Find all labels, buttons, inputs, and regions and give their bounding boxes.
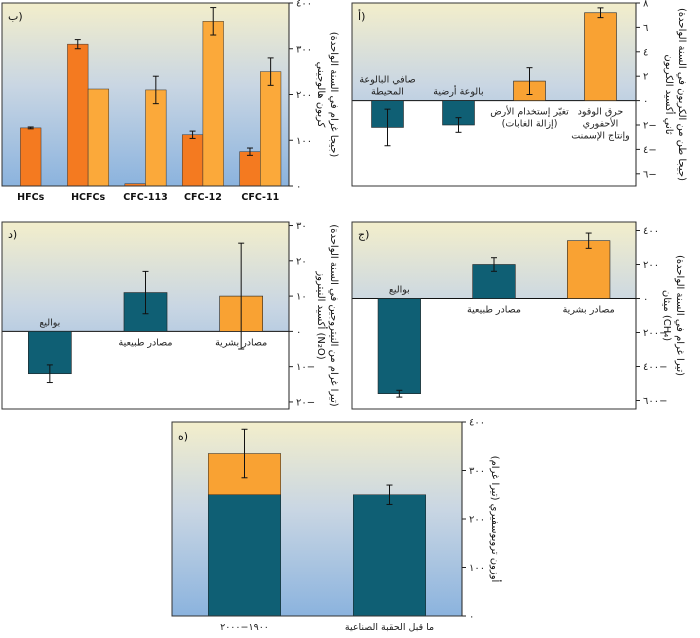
y-tick-label: ٢٠٠−: [643, 328, 668, 339]
y-tick-label: ٠: [296, 182, 301, 193]
bar: [181, 134, 204, 187]
y-tick-label: ٤٠٠: [469, 418, 485, 429]
panel-b: HFCs HCFCs CFC-113 CFC-12 CFC-11 ٤٠٠ ٣٠٠ ٢٠٠ ١٠٠…: [1, 0, 339, 203]
y-tick-label: ٢٠−: [296, 397, 315, 408]
bar-label: صافي البالوعة: [359, 75, 415, 86]
bar: [567, 240, 611, 299]
panel-label: ج): [358, 228, 369, 241]
y-tick-label: ٣٠٠: [469, 466, 485, 477]
y-axis-title: ثاني أكسيد الكربون: [663, 54, 676, 134]
bar-base: [353, 494, 426, 617]
bar: [202, 21, 224, 187]
panel-label: أ): [358, 9, 365, 23]
y-tick-label: ٦: [643, 23, 648, 34]
bar: [20, 127, 42, 187]
bar: [260, 71, 282, 187]
y-tick-label: ٠: [643, 294, 648, 305]
y-tick-label: ١٠: [296, 292, 307, 303]
y-tick-label: ٦٠٠−: [643, 396, 668, 407]
bar: [377, 298, 421, 394]
y-axis-title: أوزون تروبوسفيري (تيرا غرام): [489, 456, 502, 583]
bar: [67, 43, 89, 187]
y-tick-label: ٢٠٠: [469, 515, 485, 526]
x-tick-label: HCFCs: [71, 192, 105, 203]
bar-label: مصادر طبيعية: [467, 305, 521, 316]
y-tick-label: ٠: [469, 612, 474, 623]
bar-label: بالوعة أرضية: [433, 85, 483, 98]
y-tick-label: ٢٠: [296, 256, 307, 267]
y-tick-label: ٣٠: [296, 221, 307, 232]
y-axis-title: (تيرا غرام من النيتروجين في السنة الواحد…: [328, 224, 339, 406]
x-tick-label: ١٩٠٠−٢٠٠٠: [220, 622, 269, 633]
panel-c: بواليع مصادر طبيعية مصادر بشرية ٤٠٠ ٢٠٠ ٠ ٢٠٠−…: [351, 221, 685, 410]
y-tick-label: ٢−: [643, 121, 657, 132]
y-axis-title: (جيجا غرام في السنة الواحدة): [328, 32, 339, 158]
x-tick-label: CFC-12: [184, 192, 222, 203]
bar-label: حرق الوقود: [578, 107, 624, 118]
bar-label: المحيطة: [371, 87, 404, 98]
bar-label: (إزالة الغابات): [502, 119, 558, 130]
x-tick-label: ما قبل الحقبة الصناعية: [345, 622, 434, 633]
y-tick-label: ١٠٠: [469, 563, 485, 574]
panel-label: ه): [178, 430, 188, 443]
bar-label: تغيّر إستخدام الأرض: [490, 106, 569, 118]
bar-label: مصادر بشرية: [215, 337, 267, 348]
y-tick-label: ٤٠٠: [296, 0, 312, 10]
y-tick-label: ٠: [643, 96, 648, 107]
panel-d: بواليع مصادر طبيعية مصادر بشرية ٣٠ ٢٠ ١٠ ٠ ١٠− ٢…: [1, 221, 339, 410]
y-tick-label: ٤: [643, 47, 648, 58]
y-axis-title: ميثان (CH₄): [661, 290, 672, 341]
bar-label: الأحفوري: [583, 118, 619, 130]
y-tick-label: ٠: [296, 327, 301, 338]
bar: [239, 151, 261, 187]
bar: [584, 12, 617, 101]
y-tick-label: ١٠−: [296, 362, 315, 373]
bar: [145, 89, 167, 187]
y-axis-title: (جيجا طن من الكربون في السنة الواحدة): [676, 8, 687, 181]
x-tick-label: CFC-11: [241, 192, 279, 203]
bar-label: وإنتاج الإسمنت: [571, 131, 630, 142]
y-tick-label: ٢: [643, 72, 648, 83]
y-axis-title: كربون هالوجيني: [315, 62, 326, 128]
y-axis-title: (تيرا غرام في السنة الواحدة): [674, 255, 685, 376]
y-tick-label: ٢٠٠: [643, 260, 659, 271]
bar-label: بواليع: [389, 285, 410, 296]
panel-e: ١٩٠٠−٢٠٠٠ ما قبل الحقبة الصناعية ٤٠٠ ٣٠٠ ٢٠٠…: [171, 418, 502, 633]
y-tick-label: ١٠٠: [296, 136, 312, 147]
bar-base: [208, 494, 281, 617]
y-tick-label: ٦−: [643, 169, 657, 180]
bar: [87, 88, 110, 187]
y-tick-label: ٣٠٠: [296, 44, 312, 55]
x-tick-label: HFCs: [17, 192, 44, 203]
panel-label: ب): [8, 10, 23, 23]
y-tick-label: ٢٠٠: [296, 90, 312, 101]
panel-label: د): [8, 228, 17, 241]
y-axis-title: أكسيد النيتروز (N₂O): [315, 270, 328, 359]
bar-label: بواليع: [39, 317, 60, 328]
y-tick-label: ٨: [643, 0, 649, 10]
bar-label: مصادر طبيعية: [119, 337, 173, 348]
y-tick-label: ٤٠٠: [643, 226, 659, 237]
y-tick-label: ٤٠٠−: [643, 362, 668, 373]
x-tick-label: CFC-113: [123, 192, 167, 203]
bar-label: مصادر بشرية: [563, 305, 615, 316]
y-tick-label: ٤−: [643, 145, 657, 156]
